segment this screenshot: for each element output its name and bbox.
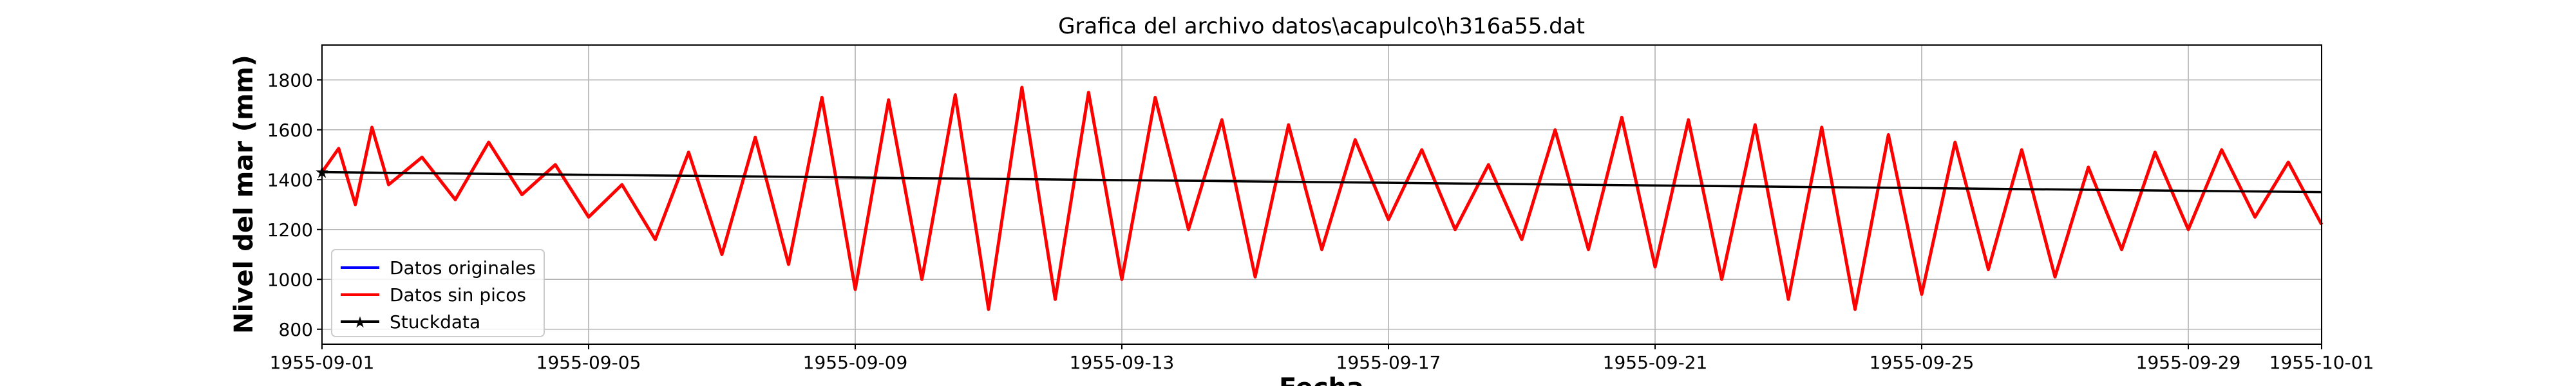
legend-label: Datos originales: [390, 257, 536, 279]
y-tick-label: 1200: [267, 219, 313, 241]
legend: Datos originales Datos sin picos ★ Stuckdat…: [331, 249, 545, 337]
legend-box: [331, 249, 545, 337]
y-tick-label: 1600: [267, 120, 313, 141]
legend-label: Datos sin picos: [390, 284, 526, 306]
legend-star-icon: ★: [353, 313, 367, 331]
y-tick-label: 800: [279, 319, 313, 340]
x-tick-label: 1955-10-01: [2269, 352, 2374, 373]
x-axis-label: Fecha: [1279, 373, 1364, 386]
x-tick-label: 1955-09-13: [1070, 352, 1175, 373]
x-tick-label: 1955-09-25: [1870, 352, 1975, 373]
chart-title: Grafica del archivo datos\acapulco\h316a…: [1058, 14, 1585, 39]
y-tick-label: 1800: [267, 69, 313, 91]
x-tick-label: 1955-09-09: [803, 352, 908, 373]
x-tick-label: 1955-09-29: [2136, 352, 2241, 373]
x-tick-label: 1955-09-01: [270, 352, 375, 373]
plot-area-background: [322, 45, 2322, 344]
y-tick-label: 1000: [267, 269, 313, 290]
series-line-3: [321, 170, 2322, 194]
plot-area-frame: [321, 44, 2322, 345]
legend-label: Stuckdata: [390, 311, 480, 333]
series-line-2: [320, 86, 2324, 311]
axes: 1955-09-01 1955-09-05 1955-09-09 1955-09-13…: [267, 69, 2374, 373]
grid-lines: [321, 45, 2322, 344]
y-axis-label: Nivel del mar (mm): [229, 55, 259, 334]
x-tick-label: 1955-09-17: [1336, 352, 1441, 373]
y-tick-label: 1400: [267, 169, 313, 190]
x-tick-label: 1955-09-21: [1603, 352, 1708, 373]
series-lines: ★: [314, 86, 2324, 311]
x-tick-label: 1955-09-05: [536, 352, 641, 373]
